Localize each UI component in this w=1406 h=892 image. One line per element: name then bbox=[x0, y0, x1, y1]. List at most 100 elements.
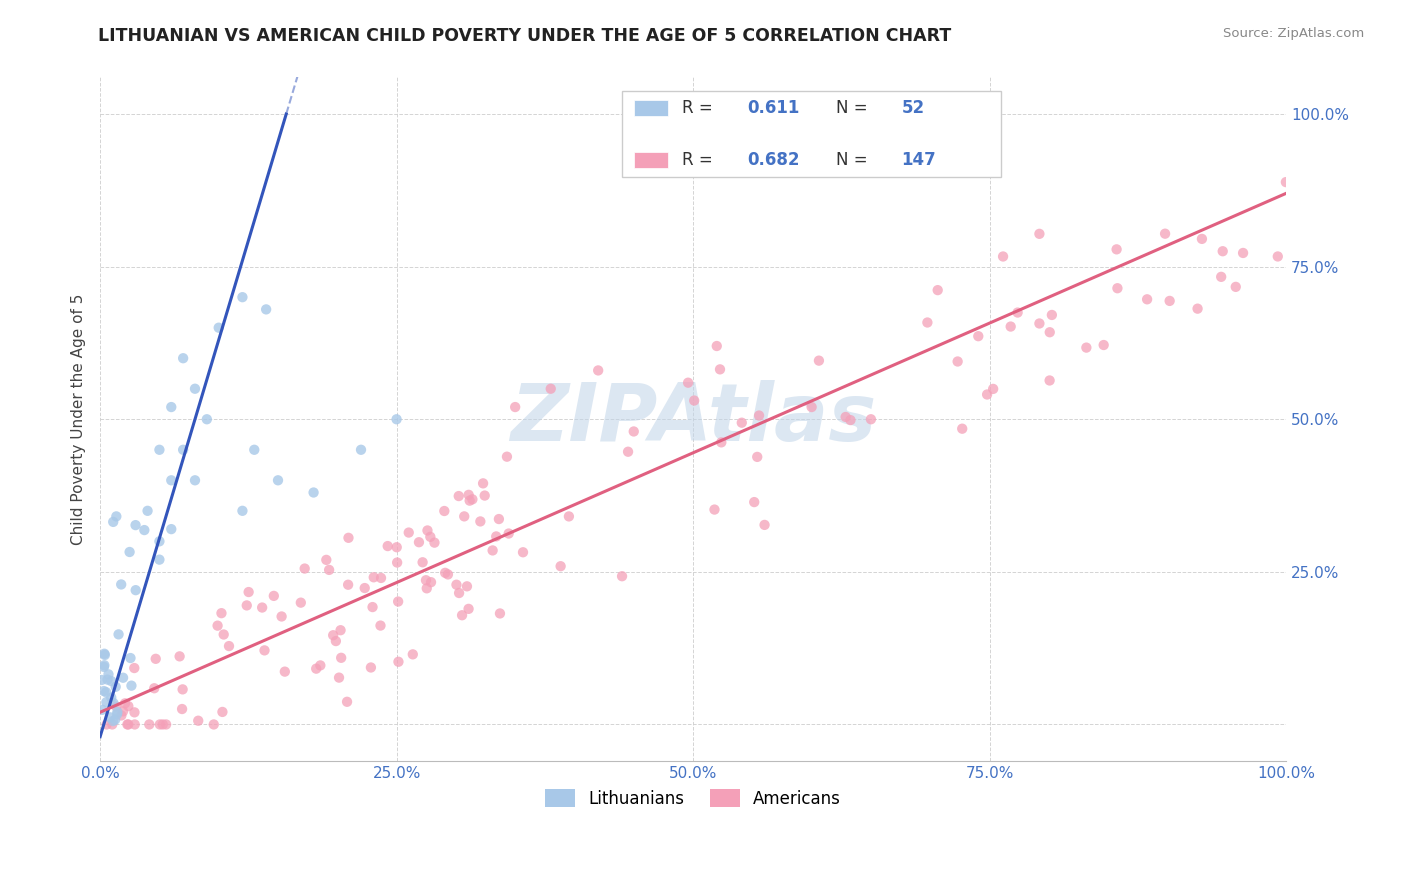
Point bbox=[124, 717, 146, 731]
Point bbox=[337, 578, 360, 592]
Point bbox=[416, 582, 439, 596]
Point bbox=[110, 577, 132, 591]
Point bbox=[315, 553, 337, 567]
Point bbox=[96, 717, 118, 731]
Point bbox=[453, 509, 475, 524]
Point bbox=[981, 382, 1004, 396]
Point bbox=[101, 714, 124, 728]
Point bbox=[208, 320, 231, 334]
Point bbox=[703, 502, 725, 516]
Text: 147: 147 bbox=[901, 151, 936, 169]
Point bbox=[238, 585, 260, 599]
Point bbox=[446, 578, 468, 592]
Point bbox=[107, 705, 129, 719]
Y-axis label: Child Poverty Under the Age of 5: Child Poverty Under the Age of 5 bbox=[72, 293, 86, 545]
Point bbox=[1107, 281, 1129, 295]
Point bbox=[96, 695, 118, 709]
Point bbox=[512, 545, 534, 559]
Point bbox=[839, 413, 862, 427]
Point bbox=[1028, 317, 1050, 331]
Point bbox=[290, 596, 312, 610]
Point bbox=[967, 329, 990, 343]
Point bbox=[1000, 319, 1022, 334]
Point bbox=[170, 702, 193, 716]
Point bbox=[172, 351, 194, 366]
Point bbox=[412, 555, 434, 569]
Point bbox=[236, 599, 259, 613]
Point bbox=[1105, 243, 1128, 257]
Point bbox=[207, 618, 229, 632]
Point bbox=[107, 627, 129, 641]
Point bbox=[254, 302, 277, 317]
Point bbox=[105, 509, 128, 524]
Point bbox=[1136, 293, 1159, 307]
Point bbox=[322, 628, 344, 642]
Point bbox=[353, 581, 375, 595]
Point bbox=[94, 648, 117, 662]
Point bbox=[124, 661, 146, 675]
Point bbox=[309, 658, 332, 673]
Point bbox=[1267, 250, 1289, 264]
Point bbox=[160, 522, 183, 536]
Point bbox=[120, 651, 142, 665]
Point bbox=[434, 566, 457, 580]
Point bbox=[350, 442, 373, 457]
Point bbox=[231, 290, 253, 304]
Point bbox=[336, 695, 359, 709]
Point bbox=[1191, 232, 1213, 246]
Point bbox=[117, 717, 139, 731]
Point bbox=[457, 602, 479, 616]
Point bbox=[100, 690, 122, 705]
Point bbox=[706, 339, 728, 353]
Point bbox=[370, 618, 392, 632]
Point bbox=[1159, 293, 1181, 308]
Point bbox=[250, 600, 273, 615]
Point bbox=[361, 600, 384, 615]
Point bbox=[415, 573, 437, 587]
Point bbox=[416, 524, 439, 538]
Point bbox=[1076, 341, 1098, 355]
Point bbox=[148, 442, 170, 457]
Point bbox=[172, 442, 194, 457]
Point bbox=[305, 662, 328, 676]
Point bbox=[211, 705, 233, 719]
Point bbox=[1007, 305, 1029, 319]
Point bbox=[143, 681, 166, 696]
Point bbox=[125, 583, 148, 598]
Point bbox=[267, 473, 290, 487]
Point bbox=[1039, 325, 1062, 339]
Point bbox=[423, 535, 446, 549]
Point bbox=[103, 696, 125, 710]
Point bbox=[117, 699, 139, 714]
Point bbox=[610, 569, 633, 583]
Point bbox=[1092, 338, 1115, 352]
Point bbox=[103, 515, 125, 529]
Point bbox=[93, 684, 115, 698]
Point bbox=[263, 589, 285, 603]
Point bbox=[187, 714, 209, 728]
Point bbox=[1211, 269, 1233, 284]
Point bbox=[112, 704, 135, 718]
Point bbox=[676, 376, 699, 390]
FancyBboxPatch shape bbox=[621, 91, 1001, 177]
Point bbox=[385, 556, 408, 570]
Text: LITHUANIAN VS AMERICAN CHILD POVERTY UNDER THE AGE OF 5 CORRELATION CHART: LITHUANIAN VS AMERICAN CHILD POVERTY UND… bbox=[98, 27, 952, 45]
Point bbox=[231, 504, 253, 518]
Point bbox=[105, 707, 128, 722]
Point bbox=[318, 563, 340, 577]
Point bbox=[420, 575, 443, 590]
Point bbox=[1039, 374, 1062, 388]
Point bbox=[447, 489, 470, 503]
Text: Source: ZipAtlas.com: Source: ZipAtlas.com bbox=[1223, 27, 1364, 40]
Point bbox=[1225, 280, 1247, 294]
Point bbox=[101, 717, 124, 731]
Point bbox=[93, 660, 115, 674]
Point bbox=[470, 515, 492, 529]
Text: R =: R = bbox=[682, 151, 718, 169]
Point bbox=[709, 362, 731, 376]
Point bbox=[148, 534, 170, 549]
Point bbox=[138, 717, 160, 731]
Point bbox=[503, 400, 526, 414]
Point bbox=[195, 412, 218, 426]
Point bbox=[488, 512, 510, 526]
